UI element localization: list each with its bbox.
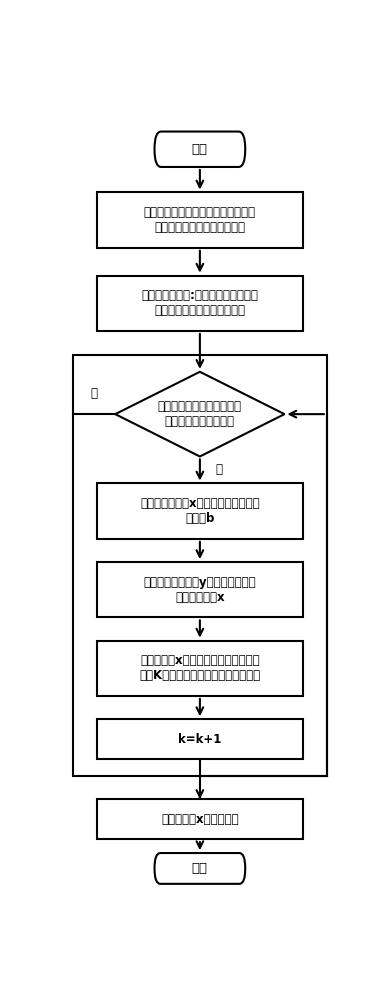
Text: 结束: 结束	[192, 862, 208, 875]
Text: 根据所求解x，完成成像: 根据所求解x，完成成像	[161, 813, 239, 826]
Text: 开始: 开始	[192, 143, 208, 156]
Text: 是: 是	[90, 387, 97, 400]
Polygon shape	[115, 372, 285, 456]
Bar	[97, 641, 303, 696]
FancyBboxPatch shape	[154, 132, 245, 167]
Text: 根据被测场域，获取重建所需的相对
边界测量值向量和灵敏度矩阵: 根据被测场域，获取重建所需的相对 边界测量值向量和灵敏度矩阵	[144, 206, 256, 234]
Text: 对预处理之后的解y进行阈值迭代计
算，得到新的x: 对预处理之后的解y进行阈值迭代计 算，得到新的x	[144, 576, 256, 604]
Text: 否: 否	[215, 463, 222, 476]
Bar	[97, 192, 303, 248]
Bar	[97, 562, 303, 617]
FancyBboxPatch shape	[154, 853, 245, 884]
Text: k=k+1: k=k+1	[178, 733, 222, 746]
Text: 对上一步所得解x进行加速收敛的预处
理得到b: 对上一步所得解x进行加速收敛的预处 理得到b	[140, 497, 260, 525]
Bar	[97, 799, 303, 839]
Bar	[97, 483, 303, 539]
Bar	[97, 276, 303, 331]
Bar	[73, 355, 327, 776]
Bar	[97, 719, 303, 759]
Text: 设置初始化参数:初始稀疏度，正则化
参数，迭代终止条件，初始解: 设置初始化参数:初始稀疏度，正则化 参数，迭代终止条件，初始解	[142, 289, 258, 317]
Text: 计算新的解x中非零元素的个数更新稀
疏度K，得到下一步迭代中使用的阈值: 计算新的解x中非零元素的个数更新稀 疏度K，得到下一步迭代中使用的阈值	[139, 654, 261, 682]
Text: 判断当前解和上一循环的解
的残差是否小于预设值: 判断当前解和上一循环的解 的残差是否小于预设值	[158, 400, 242, 428]
